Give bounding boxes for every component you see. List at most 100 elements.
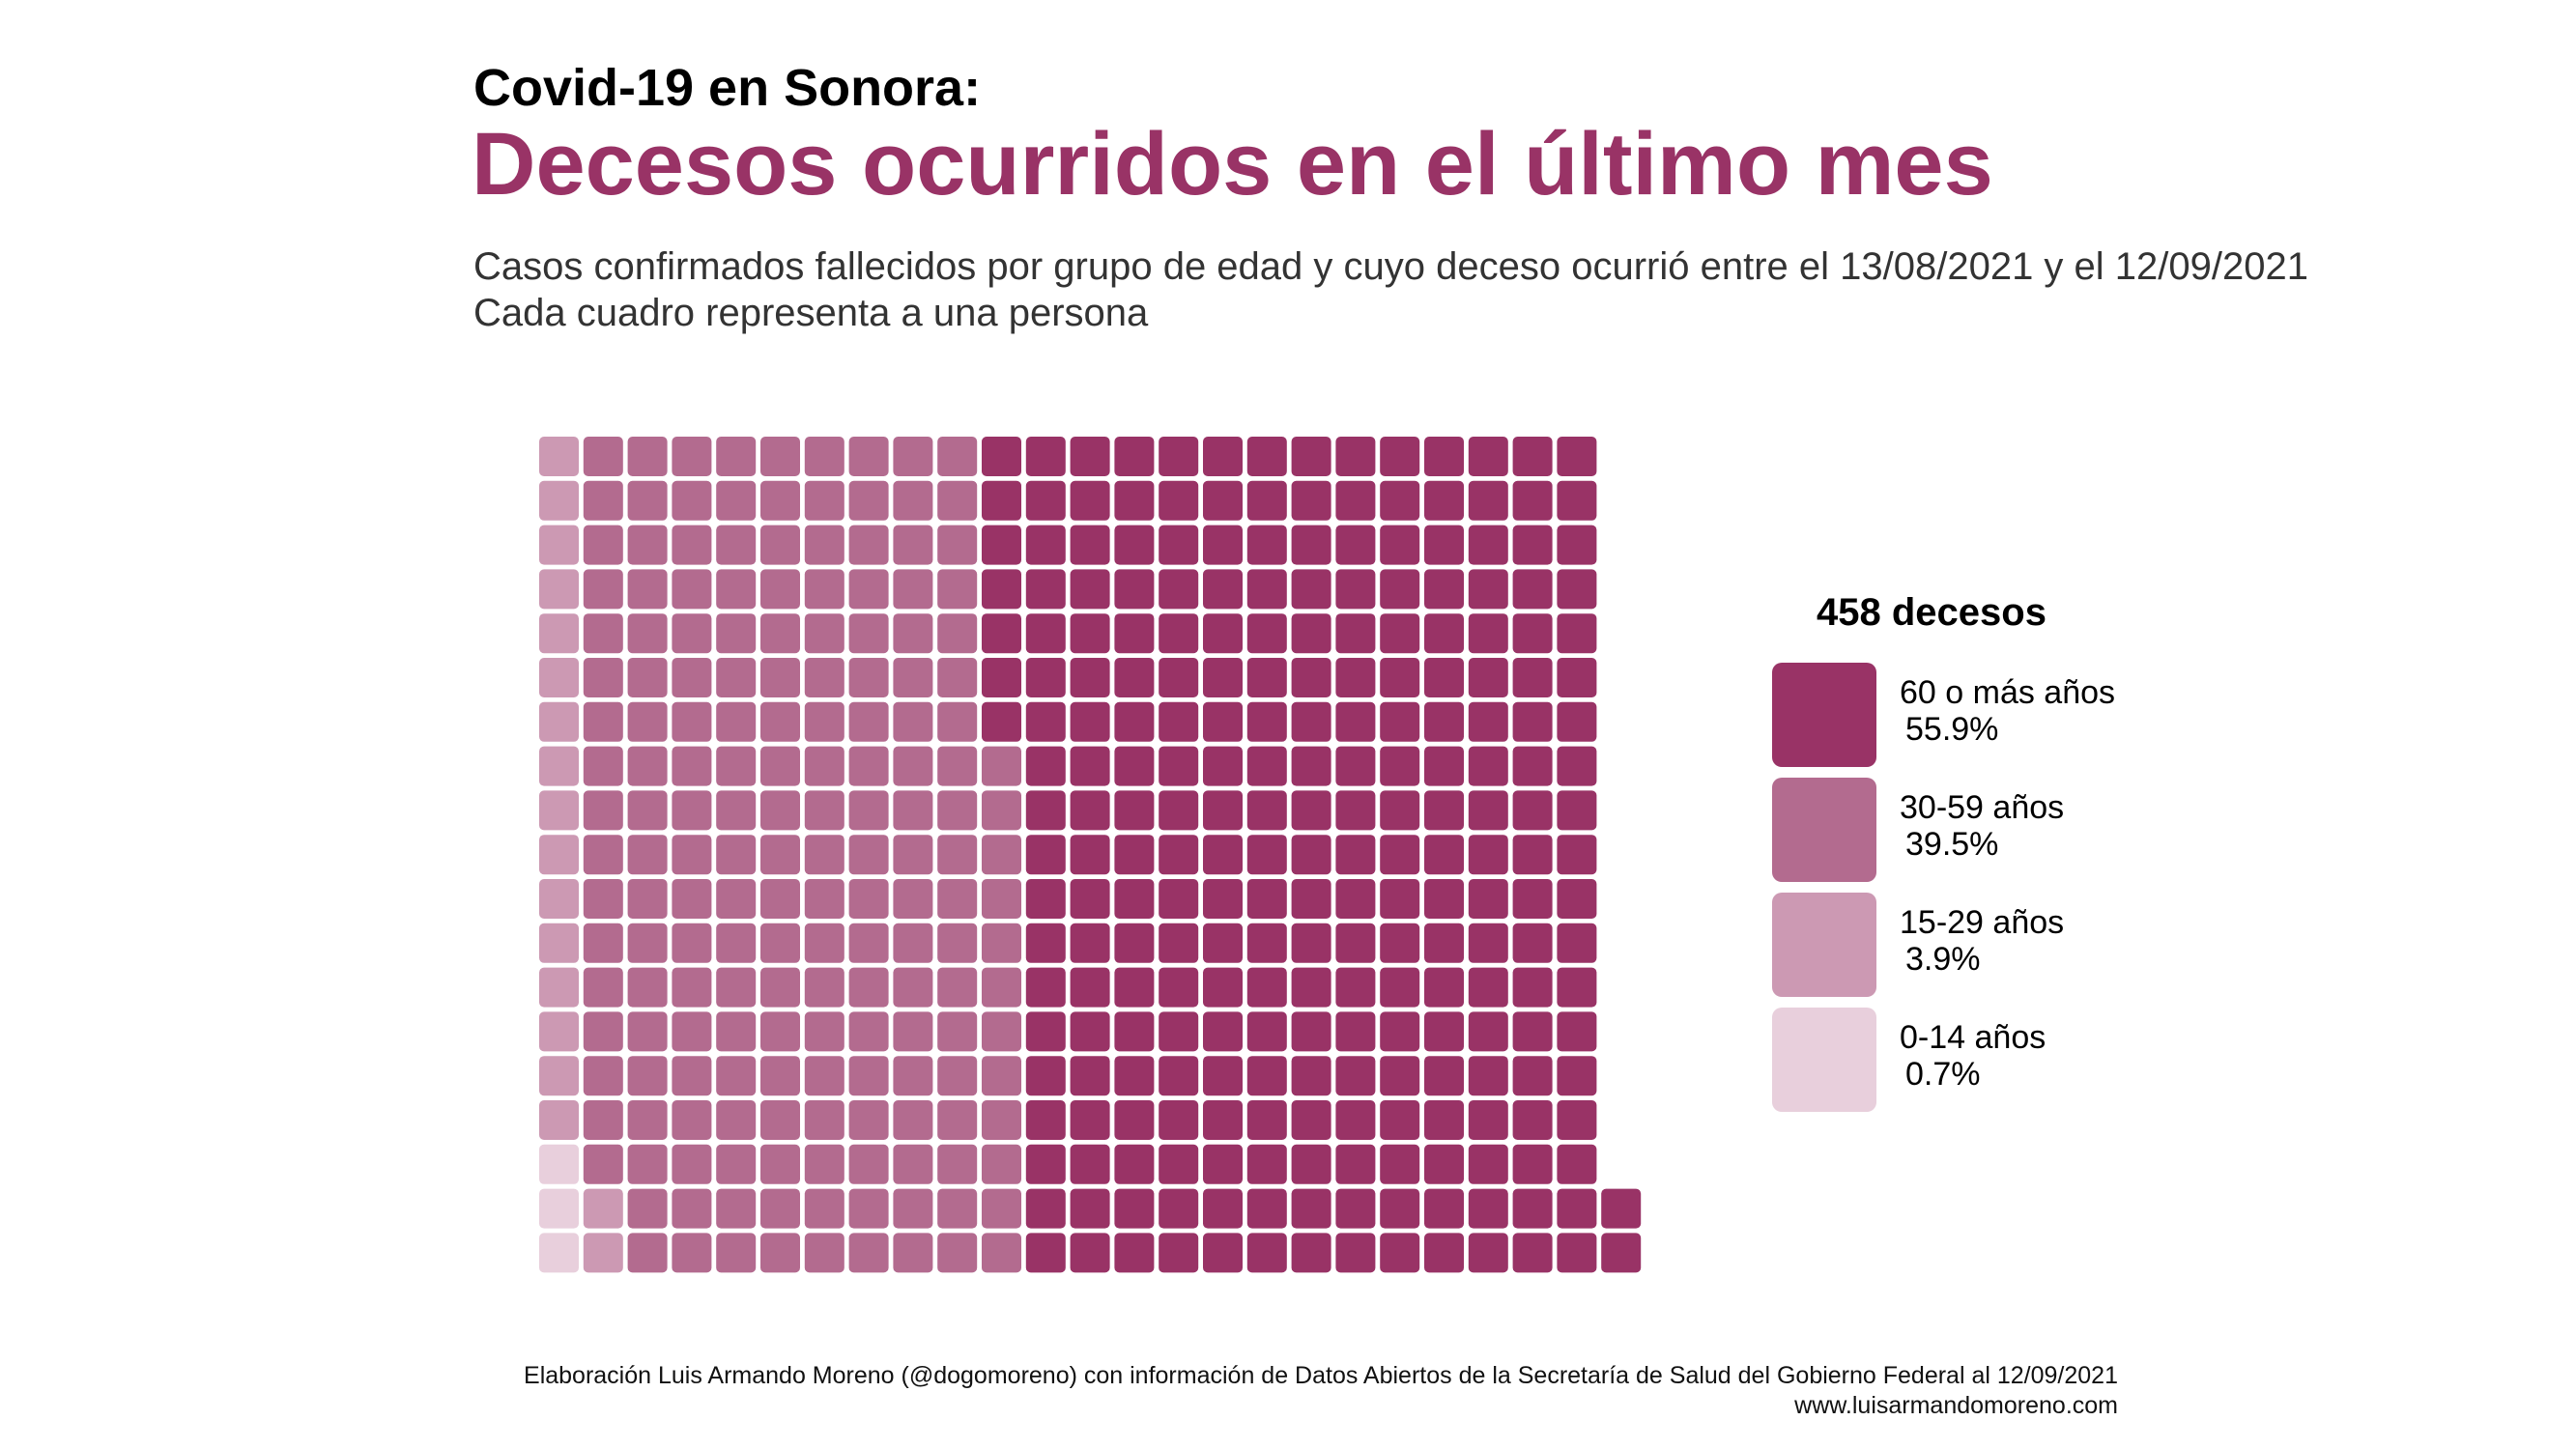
- waffle-cell-30-59-a-os: [937, 746, 978, 786]
- waffle-cell-60-o-m-s-a-os: [1159, 437, 1199, 476]
- waffle-cell-60-o-m-s-a-os: [1246, 569, 1287, 610]
- waffle-cell-30-59-a-os: [937, 1144, 978, 1184]
- waffle-cell-60-o-m-s-a-os: [1468, 923, 1508, 963]
- waffle-cell-60-o-m-s-a-os: [1380, 746, 1420, 786]
- waffle-cell-60-o-m-s-a-os: [1203, 525, 1243, 565]
- waffle-cell-60-o-m-s-a-os: [1203, 701, 1243, 742]
- waffle-cell-60-o-m-s-a-os: [1246, 613, 1287, 654]
- waffle-cell-30-59-a-os: [760, 480, 800, 521]
- waffle-cell-30-59-a-os: [937, 613, 978, 654]
- waffle-cell-0-14-a-os: [539, 1188, 579, 1229]
- waffle-cell-30-59-a-os: [937, 1233, 978, 1273]
- waffle-cell-30-59-a-os: [804, 1056, 844, 1096]
- waffle-cell-60-o-m-s-a-os: [1380, 613, 1420, 654]
- waffle-cell-60-o-m-s-a-os: [1114, 1188, 1155, 1229]
- waffle-cell-60-o-m-s-a-os: [1025, 746, 1066, 786]
- waffle-cell-30-59-a-os: [937, 480, 978, 521]
- waffle-cell-30-59-a-os: [848, 879, 889, 919]
- chart-title: Decesos ocurridos en el último mes: [472, 115, 1993, 213]
- waffle-cell-60-o-m-s-a-os: [1203, 1100, 1243, 1140]
- waffle-cell-60-o-m-s-a-os: [1246, 658, 1287, 697]
- waffle-cell-60-o-m-s-a-os: [1159, 1233, 1199, 1273]
- waffle-cell-60-o-m-s-a-os: [1335, 1011, 1376, 1052]
- waffle-cell-30-59-a-os: [672, 658, 712, 697]
- waffle-cell-30-59-a-os: [760, 525, 800, 565]
- waffle-cell-30-59-a-os: [893, 1056, 933, 1096]
- waffle-cell-30-59-a-os: [804, 835, 844, 875]
- waffle-cell-60-o-m-s-a-os: [1159, 525, 1199, 565]
- waffle-cell-60-o-m-s-a-os: [1512, 701, 1553, 742]
- waffle-cell-60-o-m-s-a-os: [982, 525, 1021, 565]
- waffle-cell-60-o-m-s-a-os: [1557, 480, 1597, 521]
- waffle-cell-30-59-a-os: [716, 1011, 757, 1052]
- waffle-cell-30-59-a-os: [937, 1056, 978, 1096]
- waffle-cell-30-59-a-os: [982, 1144, 1021, 1184]
- waffle-cell-60-o-m-s-a-os: [1246, 1144, 1287, 1184]
- waffle-cell-15-29-a-os: [539, 879, 579, 919]
- waffle-cell-60-o-m-s-a-os: [1424, 437, 1464, 476]
- waffle-cell-60-o-m-s-a-os: [1291, 569, 1331, 610]
- waffle-cell-60-o-m-s-a-os: [1159, 1100, 1199, 1140]
- waffle-cell-60-o-m-s-a-os: [1468, 1100, 1508, 1140]
- waffle-cell-30-59-a-os: [804, 658, 844, 697]
- waffle-cell-60-o-m-s-a-os: [1291, 1233, 1331, 1273]
- waffle-cell-60-o-m-s-a-os: [1512, 525, 1553, 565]
- waffle-cell-30-59-a-os: [760, 613, 800, 654]
- waffle-cell-60-o-m-s-a-os: [1380, 1011, 1420, 1052]
- waffle-cell-30-59-a-os: [583, 923, 623, 963]
- waffle-cell-30-59-a-os: [583, 967, 623, 1008]
- legend-label-15-29: 15-29 años: [1900, 904, 2065, 941]
- chart-subtitle: Casos confirmados fallecidos por grupo d…: [473, 243, 2308, 336]
- waffle-cell-60-o-m-s-a-os: [1203, 879, 1243, 919]
- waffle-cell-60-o-m-s-a-os: [1512, 1188, 1553, 1229]
- waffle-cell-60-o-m-s-a-os: [1114, 790, 1155, 831]
- waffle-cell-60-o-m-s-a-os: [1468, 746, 1508, 786]
- waffle-cell-30-59-a-os: [937, 1188, 978, 1229]
- waffle-cell-60-o-m-s-a-os: [1159, 879, 1199, 919]
- waffle-cell-15-29-a-os: [539, 701, 579, 742]
- waffle-cell-30-59-a-os: [627, 746, 668, 786]
- waffle-cell-60-o-m-s-a-os: [1557, 967, 1597, 1008]
- waffle-cell-30-59-a-os: [760, 701, 800, 742]
- waffle-cell-60-o-m-s-a-os: [1424, 525, 1464, 565]
- waffle-cell-60-o-m-s-a-os: [1557, 923, 1597, 963]
- waffle-cell-60-o-m-s-a-os: [1291, 437, 1331, 476]
- waffle-cell-60-o-m-s-a-os: [1335, 835, 1376, 875]
- waffle-cell-30-59-a-os: [848, 437, 889, 476]
- waffle-cell-60-o-m-s-a-os: [1468, 1056, 1508, 1096]
- waffle-cell-30-59-a-os: [716, 1056, 757, 1096]
- waffle-cell-30-59-a-os: [627, 879, 668, 919]
- waffle-cell-60-o-m-s-a-os: [1070, 569, 1110, 610]
- waffle-cell-60-o-m-s-a-os: [1424, 1011, 1464, 1052]
- waffle-cell-60-o-m-s-a-os: [1335, 879, 1376, 919]
- waffle-cell-60-o-m-s-a-os: [1159, 967, 1199, 1008]
- waffle-cell-60-o-m-s-a-os: [1203, 1144, 1243, 1184]
- waffle-cell-60-o-m-s-a-os: [1246, 1056, 1287, 1096]
- waffle-cell-30-59-a-os: [716, 1100, 757, 1140]
- waffle-cell-60-o-m-s-a-os: [1512, 923, 1553, 963]
- waffle-cell-30-59-a-os: [848, 923, 889, 963]
- waffle-cell-60-o-m-s-a-os: [982, 613, 1021, 654]
- waffle-cell-60-o-m-s-a-os: [1291, 967, 1331, 1008]
- legend-item-60-plus: 60 o más años 55.9%: [1772, 663, 2352, 767]
- waffle-cell-60-o-m-s-a-os: [1203, 1233, 1243, 1273]
- waffle-cell-60-o-m-s-a-os: [1335, 923, 1376, 963]
- waffle-cell-30-59-a-os: [760, 1144, 800, 1184]
- waffle-cell-30-59-a-os: [982, 746, 1021, 786]
- waffle-cell-30-59-a-os: [627, 569, 668, 610]
- waffle-cell-60-o-m-s-a-os: [1070, 790, 1110, 831]
- footer-credit: Elaboración Luis Armando Moreno (@dogomo…: [524, 1362, 2118, 1389]
- waffle-cell-30-59-a-os: [937, 658, 978, 697]
- waffle-cell-60-o-m-s-a-os: [1291, 790, 1331, 831]
- waffle-cell-30-59-a-os: [583, 701, 623, 742]
- waffle-cell-30-59-a-os: [627, 1100, 668, 1140]
- waffle-cell-60-o-m-s-a-os: [1557, 569, 1597, 610]
- waffle-cell-30-59-a-os: [982, 1188, 1021, 1229]
- waffle-cell-30-59-a-os: [848, 835, 889, 875]
- waffle-cell-60-o-m-s-a-os: [1512, 746, 1553, 786]
- waffle-cell-60-o-m-s-a-os: [1335, 613, 1376, 654]
- waffle-cell-30-59-a-os: [937, 1100, 978, 1140]
- waffle-cell-30-59-a-os: [627, 480, 668, 521]
- waffle-cell-30-59-a-os: [583, 790, 623, 831]
- waffle-cell-60-o-m-s-a-os: [1246, 701, 1287, 742]
